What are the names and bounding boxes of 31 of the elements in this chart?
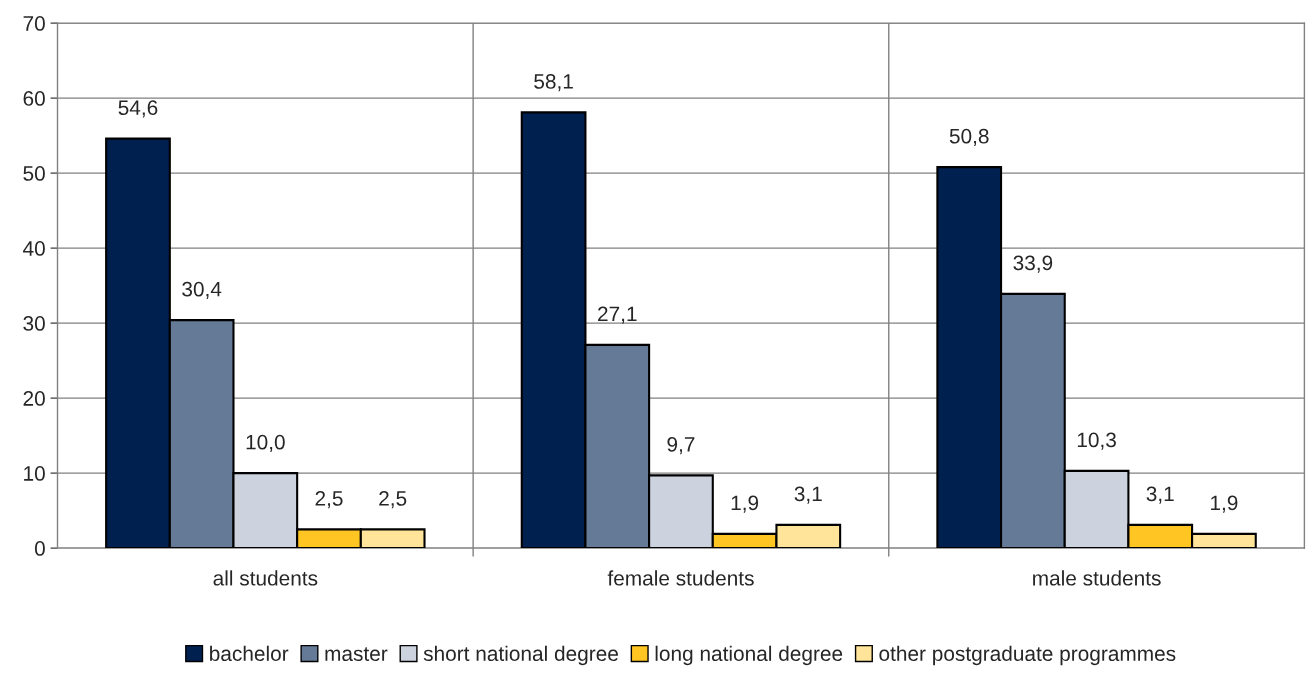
- data-label: 27,1: [598, 306, 637, 324]
- data-label: 58,1: [534, 74, 573, 92]
- data-label: 10,3: [1077, 432, 1116, 450]
- data-label: 54,6: [118, 100, 158, 118]
- y-tick-label: 40: [23, 241, 45, 256]
- x-tick-label: all students: [213, 570, 318, 586]
- data-label: 1,9: [731, 495, 759, 513]
- legend-label: master: [325, 647, 388, 662]
- data-label: 30,4: [182, 281, 222, 299]
- y-tick-label: 0: [34, 541, 45, 556]
- data-label: 3,1: [1146, 486, 1174, 504]
- x-tick-label: male students: [1033, 570, 1161, 586]
- legend-label: long national degree: [655, 645, 843, 666]
- y-tick-label: 30: [23, 316, 45, 331]
- y-tick-label: 20: [23, 391, 45, 406]
- y-tick-label: 60: [23, 91, 45, 106]
- y-tick-label: 10: [24, 466, 45, 481]
- legend-label: bachelor: [210, 645, 289, 662]
- data-label: 9,7: [667, 437, 695, 455]
- data-label: 2,5: [379, 491, 407, 509]
- data-label: 3,1: [794, 486, 822, 504]
- legend-label: short national degree: [423, 645, 618, 666]
- y-tick-label: 50: [23, 166, 45, 181]
- data-label: 50,8: [949, 128, 989, 146]
- data-label: 33,9: [1013, 255, 1053, 273]
- legend-label: other postgraduate programmes: [879, 645, 1176, 666]
- data-label: 10,0: [246, 434, 285, 452]
- data-label: 1,9: [1211, 495, 1238, 513]
- x-tick-label: female students: [607, 570, 754, 586]
- data-label: 2,5: [315, 491, 343, 509]
- y-tick-label: 70: [23, 16, 45, 31]
